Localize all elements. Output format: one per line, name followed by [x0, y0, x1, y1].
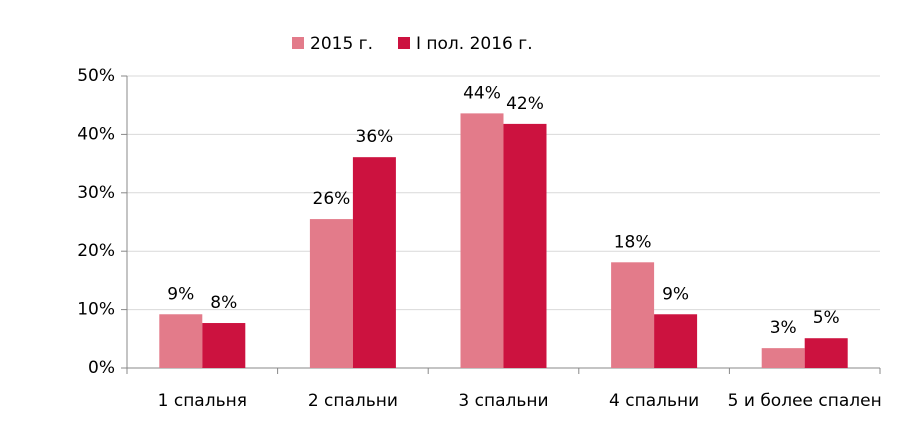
- bar: [460, 113, 504, 368]
- x-tick-label: 3 спальни: [458, 391, 548, 411]
- y-tick-label: 40%: [77, 124, 115, 144]
- data-label: 26%: [313, 189, 351, 209]
- y-tick-label: 10%: [77, 300, 115, 320]
- y-tick-label: 0%: [88, 358, 115, 378]
- y-tick-label: 50%: [77, 66, 115, 86]
- bar: [309, 219, 353, 368]
- bar: [654, 314, 698, 368]
- legend-swatch: [398, 37, 410, 49]
- x-tick-label: 5 и более спален: [728, 391, 882, 411]
- x-tick-label: 1 спальня: [158, 391, 247, 411]
- bar: [352, 157, 396, 368]
- data-label: 36%: [356, 127, 394, 147]
- legend-swatch: [292, 37, 304, 49]
- legend-label: 2015 г.: [310, 34, 373, 54]
- data-label: 18%: [614, 232, 652, 252]
- data-label: 3%: [770, 318, 797, 338]
- data-label: 9%: [167, 284, 194, 304]
- data-label: 5%: [813, 308, 840, 328]
- data-label: 9%: [662, 284, 689, 304]
- y-tick-label: 30%: [77, 183, 115, 203]
- x-tick-label: 2 спальни: [308, 391, 398, 411]
- bar: [202, 323, 246, 368]
- bar: [804, 338, 848, 368]
- data-label: 8%: [210, 293, 237, 313]
- bar: [503, 123, 547, 368]
- x-tick-label: 4 спальни: [609, 391, 699, 411]
- y-tick-label: 20%: [77, 241, 115, 261]
- bar: [159, 314, 203, 368]
- legend-label: I пол. 2016 г.: [416, 34, 533, 54]
- bar: [761, 348, 805, 368]
- data-label: 44%: [463, 83, 501, 103]
- bar: [611, 262, 655, 368]
- data-label: 42%: [506, 94, 544, 114]
